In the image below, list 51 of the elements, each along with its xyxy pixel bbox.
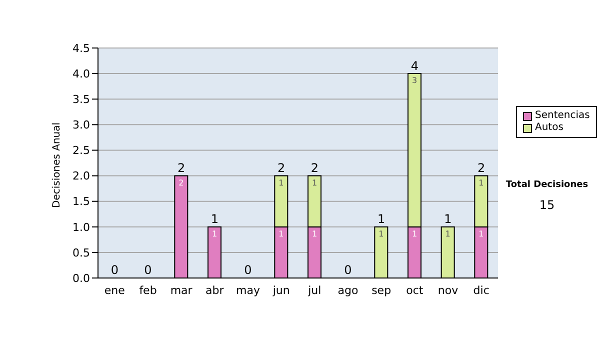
x-tick-label: nov [438,284,459,297]
total-label: 4 [410,58,420,73]
total-label: 1 [210,212,220,226]
total-label: 1 [443,212,453,226]
y-tick-label: 4.5 [72,42,90,55]
data-label: 1 [278,230,284,239]
y-tick-label: 1.0 [72,220,90,234]
data-label: 1 [278,178,284,188]
x-tick-label: ago [338,284,358,297]
x-tick-label: may [236,284,260,297]
text: 0 [344,263,352,277]
y-axis-title: Decisiones Anual [52,122,63,208]
y-tick-label: 3.5 [72,93,90,106]
legend-label: Sentencias [535,110,590,122]
text: 0 [144,263,152,277]
data-label: 2 [178,178,184,188]
data-label: 1 [445,230,450,239]
total-label: 2 [310,160,320,175]
total-label: 2 [176,160,186,175]
total-label: 2 [276,160,286,175]
y-tick-label: 1.5 [72,195,90,208]
x-tick-label: dic [473,284,490,297]
x-tick-label: oct [406,284,424,297]
total-label: 1 [376,212,386,226]
x-tick-label: jul [307,284,322,297]
data-label: 1 [478,178,484,188]
text: 15 [538,198,556,212]
data-label: 3 [412,76,418,86]
text: 0 [244,263,252,277]
y-tick-label: 2.0 [72,170,90,183]
data-label: 1 [478,230,484,239]
data-label: 1 [312,230,318,239]
data-label: 1 [212,230,218,239]
y-tick-label: 3.0 [72,118,90,132]
y-tick-label: 0.0 [72,272,90,285]
total-label: 2 [476,160,486,175]
x-tick-label: abr [206,284,224,297]
data-label: 1 [412,230,418,239]
data-label: 1 [378,230,384,239]
legend-label: Autos [535,122,564,134]
x-tick-label: ene [104,284,126,297]
x-tick-label: sep [372,284,392,297]
y-tick-label: 4.0 [72,67,90,80]
text: 0 [110,263,118,277]
y-tick-label: 2.5 [72,144,90,158]
x-tick-label: jun [272,284,290,297]
x-tick-label: feb [139,284,157,297]
data-label: 1 [312,178,318,188]
x-tick-label: mar [170,284,193,297]
text: Total Decisiones [504,180,590,190]
y-tick-label: 0.5 [72,246,90,260]
